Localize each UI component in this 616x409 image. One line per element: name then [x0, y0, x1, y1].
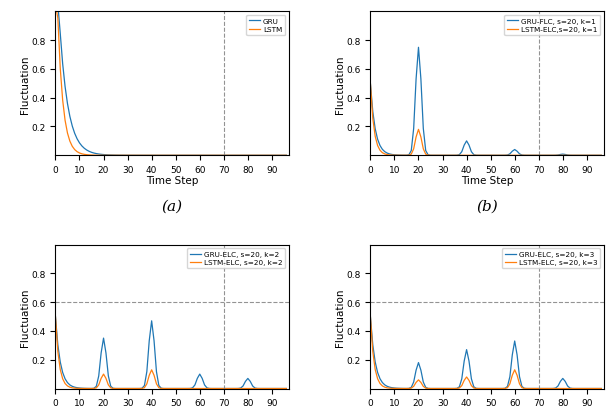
X-axis label: Time Step: Time Step [146, 176, 198, 186]
Y-axis label: Fluctuation: Fluctuation [335, 288, 345, 346]
Line: LSTM-ELC,s=20, k=1: LSTM-ELC,s=20, k=1 [370, 84, 601, 156]
LSTM [283, 153, 290, 158]
LSTM-ELC,s=20, k=1 [374, 144, 381, 148]
Line: GRU: GRU [55, 5, 286, 156]
LSTM-ELC,s=20, k=1 [367, 82, 374, 87]
LSTM-ELC, s=20, k=3 [598, 386, 605, 391]
LSTM-ELC, s=20, k=2 [112, 386, 120, 391]
Line: GRU-ELC, s=20, k=2: GRU-ELC, s=20, k=2 [55, 317, 286, 389]
GRU-FLC, s=20, k=1 [384, 151, 391, 156]
GRU-FLC, s=20, k=1 [429, 153, 437, 158]
GRU-ELC, s=20, k=2 [52, 314, 59, 319]
LSTM-ELC,s=20, k=1 [545, 153, 552, 158]
Y-axis label: Fluctuation: Fluctuation [20, 288, 30, 346]
GRU-ELC, s=20, k=2 [167, 386, 174, 391]
GRU-ELC, s=20, k=2 [59, 370, 67, 375]
LSTM-ELC, s=20, k=3 [427, 386, 434, 391]
LSTM-ELC,s=20, k=1 [598, 153, 605, 158]
GRU-ELC, s=20, k=3 [367, 314, 374, 319]
GRU-ELC, s=20, k=2 [283, 386, 290, 391]
GRU [112, 153, 120, 158]
LSTM-ELC, s=20, k=3 [482, 386, 490, 391]
Legend: GRU, LSTM: GRU, LSTM [246, 16, 285, 36]
GRU [167, 153, 174, 158]
GRU-ELC, s=20, k=2 [112, 386, 120, 391]
GRU-FLC, s=20, k=1 [485, 153, 492, 158]
LSTM-ELC,s=20, k=1 [499, 153, 506, 158]
LSTM-ELC,s=20, k=1 [482, 153, 490, 158]
LSTM [167, 153, 174, 158]
LSTM-ELC, s=20, k=2 [184, 386, 192, 391]
LSTM-ELC, s=20, k=2 [283, 386, 290, 391]
Line: LSTM-ELC, s=20, k=3: LSTM-ELC, s=20, k=3 [370, 317, 601, 389]
Y-axis label: Fluctuation: Fluctuation [20, 55, 30, 113]
Line: LSTM: LSTM [55, 5, 286, 156]
X-axis label: Time Step: Time Step [461, 176, 513, 186]
LSTM-ELC, s=20, k=3 [545, 386, 552, 391]
LSTM [68, 144, 76, 149]
GRU [68, 124, 76, 129]
GRU-FLC, s=20, k=1 [598, 153, 605, 158]
LSTM-ELC, s=20, k=3 [374, 376, 381, 381]
Legend: GRU-ELC, s=20, k=2, LSTM-ELC, s=20, k=2: GRU-ELC, s=20, k=2, LSTM-ELC, s=20, k=2 [187, 249, 285, 269]
Text: (b): (b) [476, 199, 498, 213]
GRU-FLC, s=20, k=1 [374, 137, 381, 142]
Text: (a): (a) [161, 199, 183, 213]
Legend: GRU-ELC, s=20, k=3, LSTM-ELC, s=20, k=3: GRU-ELC, s=20, k=3, LSTM-ELC, s=20, k=3 [502, 249, 600, 269]
GRU [230, 153, 237, 158]
GRU [59, 62, 67, 67]
GRU-ELC, s=20, k=3 [545, 386, 552, 391]
GRU-ELC, s=20, k=3 [384, 384, 391, 389]
GRU-ELC, s=20, k=2 [68, 384, 76, 389]
GRU [52, 2, 59, 7]
GRU-FLC, s=20, k=1 [415, 46, 422, 51]
Line: GRU-FLC, s=20, k=1: GRU-FLC, s=20, k=1 [370, 48, 601, 156]
Line: GRU-ELC, s=20, k=3: GRU-ELC, s=20, k=3 [370, 317, 601, 389]
LSTM-ELC, s=20, k=2 [68, 385, 76, 390]
GRU-ELC, s=20, k=2 [184, 386, 192, 391]
LSTM-ELC, s=20, k=2 [230, 386, 237, 391]
LSTM [52, 2, 59, 7]
LSTM-ELC, s=20, k=2 [52, 314, 59, 319]
LSTM [112, 153, 120, 158]
GRU-FLC, s=20, k=1 [367, 82, 374, 87]
LSTM-ELC, s=20, k=2 [59, 376, 67, 381]
LSTM-ELC,s=20, k=1 [384, 153, 391, 157]
LSTM-ELC, s=20, k=3 [367, 314, 374, 319]
GRU [283, 153, 290, 158]
GRU-FLC, s=20, k=1 [501, 153, 509, 158]
Legend: GRU-FLC, s=20, k=1, LSTM-ELC,s=20, k=1: GRU-FLC, s=20, k=1, LSTM-ELC,s=20, k=1 [504, 16, 600, 36]
LSTM [184, 153, 192, 158]
GRU-ELC, s=20, k=3 [598, 386, 605, 391]
GRU [184, 153, 192, 158]
GRU-ELC, s=20, k=3 [427, 386, 434, 391]
LSTM-ELC,s=20, k=1 [427, 153, 434, 158]
LSTM-ELC, s=20, k=3 [499, 386, 506, 391]
Line: LSTM-ELC, s=20, k=2: LSTM-ELC, s=20, k=2 [55, 317, 286, 389]
GRU-FLC, s=20, k=1 [547, 153, 554, 158]
GRU-ELC, s=20, k=3 [482, 386, 490, 391]
LSTM-ELC, s=20, k=2 [167, 386, 174, 391]
LSTM-ELC, s=20, k=3 [384, 385, 391, 390]
Y-axis label: Fluctuation: Fluctuation [335, 55, 345, 113]
GRU-ELC, s=20, k=3 [499, 386, 506, 391]
GRU-ELC, s=20, k=3 [374, 370, 381, 375]
GRU-ELC, s=20, k=2 [230, 386, 237, 391]
LSTM [230, 153, 237, 158]
LSTM [59, 98, 67, 103]
